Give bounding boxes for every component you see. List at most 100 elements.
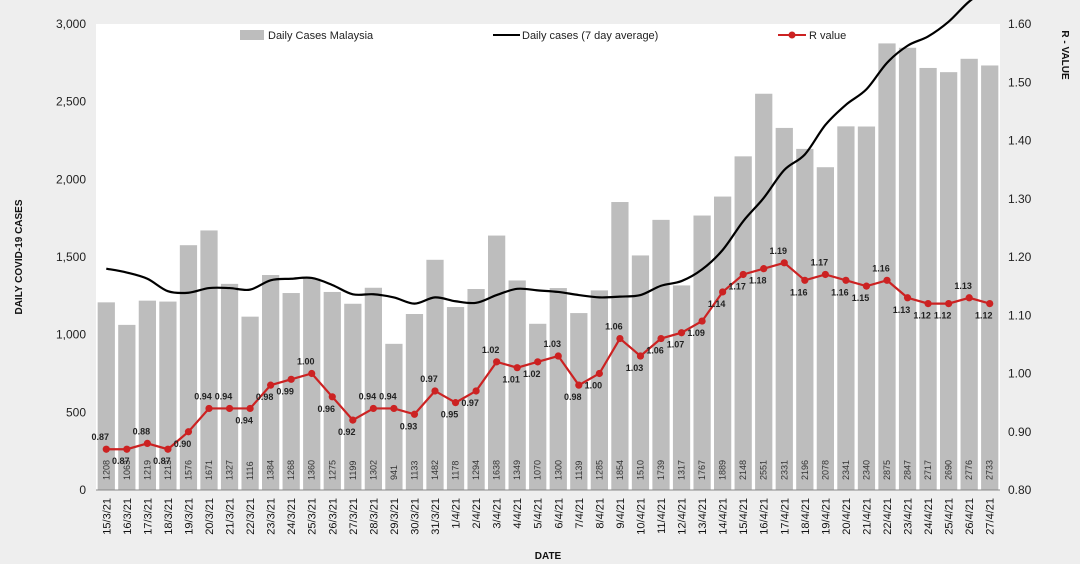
- legend-swatch-bars: [240, 30, 264, 40]
- r-value-label: 1.02: [523, 369, 541, 379]
- x-tick-label: 17/4/21: [779, 498, 791, 535]
- r-value-marker: [719, 288, 727, 296]
- x-tick-label: 7/4/21: [574, 498, 586, 529]
- bar: [446, 307, 465, 490]
- x-tick-label: 18/4/21: [800, 498, 812, 535]
- r-value-label: 1.03: [544, 339, 562, 349]
- bar: [200, 230, 218, 491]
- bar-value-label: 2733: [985, 460, 995, 480]
- bar: [981, 65, 999, 490]
- r-value-label: 1.12: [913, 311, 931, 321]
- r-value-label: 0.97: [420, 374, 438, 384]
- r-value-label: 1.14: [708, 299, 726, 309]
- r-value-marker: [780, 259, 788, 267]
- y2-tick-label: 1.50: [1008, 75, 1032, 89]
- bar-value-label: 1854: [615, 460, 625, 480]
- x-tick-label: 27/4/21: [985, 498, 997, 535]
- r-value-marker: [698, 317, 706, 325]
- bar: [796, 148, 814, 490]
- x-tick-label: 25/4/21: [944, 498, 956, 535]
- legend-swatch-r-marker: [788, 31, 796, 39]
- r-value-label: 0.97: [461, 398, 479, 408]
- x-axis-title: DATE: [535, 551, 562, 562]
- r-value-marker: [267, 381, 275, 389]
- x-tick-label: 23/3/21: [266, 498, 278, 535]
- y2-axis-title: R - VALUE: [1059, 30, 1070, 80]
- r-value-label: 1.09: [687, 328, 705, 338]
- x-tick-label: 5/4/21: [533, 498, 545, 529]
- bar-value-label: 2340: [861, 460, 871, 480]
- r-value-marker: [924, 300, 932, 308]
- x-tick-label: 23/4/21: [903, 498, 915, 535]
- bar: [857, 126, 876, 491]
- r-value-marker: [493, 358, 501, 366]
- r-value-label: 1.17: [811, 257, 829, 267]
- y-tick-label: 0: [79, 483, 86, 497]
- x-tick-label: 25/3/21: [307, 498, 319, 535]
- r-value-label: 0.96: [318, 404, 336, 414]
- r-value-marker: [903, 294, 912, 302]
- r-value-marker: [225, 404, 234, 413]
- y-tick-label: 500: [66, 405, 86, 419]
- bar-value-label: 1199: [348, 461, 358, 480]
- bar-value-label: 2847: [903, 460, 913, 480]
- x-tick-label: 9/4/21: [615, 498, 627, 529]
- bar-value-label: 1889: [718, 460, 728, 480]
- y2-tick-label: 0.80: [1008, 483, 1032, 497]
- bar: [138, 300, 156, 490]
- y2-tick-label: 0.90: [1008, 425, 1032, 439]
- r-value-label: 0.94: [215, 391, 233, 401]
- bar: [364, 287, 382, 490]
- bar-value-label: 1510: [635, 460, 645, 480]
- x-tick-label: 2/4/21: [471, 498, 483, 529]
- r-value-label: 1.13: [893, 305, 911, 315]
- average-line: [106, 0, 973, 305]
- r-value-marker: [636, 352, 645, 360]
- x-tick-label: 10/4/21: [635, 498, 647, 535]
- x-tick-label: 20/3/21: [204, 498, 216, 535]
- legend-label-bars: Daily Cases Malaysia: [268, 30, 374, 42]
- r-value-marker: [986, 300, 994, 308]
- bar: [529, 323, 547, 490]
- bar-value-label: 1139: [574, 461, 584, 480]
- x-tick-label: 21/3/21: [225, 498, 237, 535]
- r-value-marker: [657, 334, 665, 343]
- bar-value-label: 1219: [142, 460, 152, 480]
- y-tick-label: 2,500: [56, 95, 86, 109]
- r-value-label: 1.06: [605, 322, 623, 332]
- bar: [405, 314, 424, 490]
- bar-value-label: 2875: [882, 460, 892, 480]
- r-value-marker: [842, 276, 850, 284]
- r-value-marker: [390, 404, 398, 413]
- x-tick-label: 22/3/21: [245, 498, 257, 535]
- bar-value-label: 1116: [245, 461, 255, 480]
- r-value-label: 0.87: [153, 456, 171, 466]
- r-value-label: 1.02: [482, 345, 500, 355]
- x-tick-label: 22/4/21: [882, 498, 894, 535]
- r-value-label: 1.03: [626, 363, 644, 373]
- bar: [570, 313, 588, 490]
- bar-value-label: 2196: [800, 460, 810, 480]
- bar: [611, 202, 629, 490]
- bar: [179, 245, 198, 490]
- r-value-marker: [123, 445, 131, 453]
- x-tick-label: 13/4/21: [697, 498, 709, 535]
- legend-label-average: Daily cases (7 day average): [522, 30, 658, 42]
- x-tick-label: 19/3/21: [183, 498, 195, 535]
- r-value-label: 0.98: [564, 392, 582, 402]
- bar-value-label: 2331: [779, 460, 789, 480]
- r-value-label: 0.88: [133, 426, 151, 436]
- r-value-label: 0.94: [194, 391, 212, 401]
- bar-value-label: 1576: [183, 460, 193, 480]
- r-value-label: 1.01: [502, 375, 520, 385]
- bar-value-label: 1360: [307, 460, 317, 480]
- bar-value-label: 1482: [430, 460, 440, 480]
- bar: [426, 259, 444, 490]
- r-value-label: 1.06: [646, 346, 664, 356]
- y2-tick-label: 1.10: [1008, 308, 1032, 322]
- r-value-label: 0.87: [92, 432, 110, 442]
- bar: [385, 343, 403, 490]
- bar-value-label: 1327: [225, 460, 235, 480]
- r-value-label: 0.98: [256, 392, 274, 402]
- r-value-label: 1.00: [297, 357, 315, 367]
